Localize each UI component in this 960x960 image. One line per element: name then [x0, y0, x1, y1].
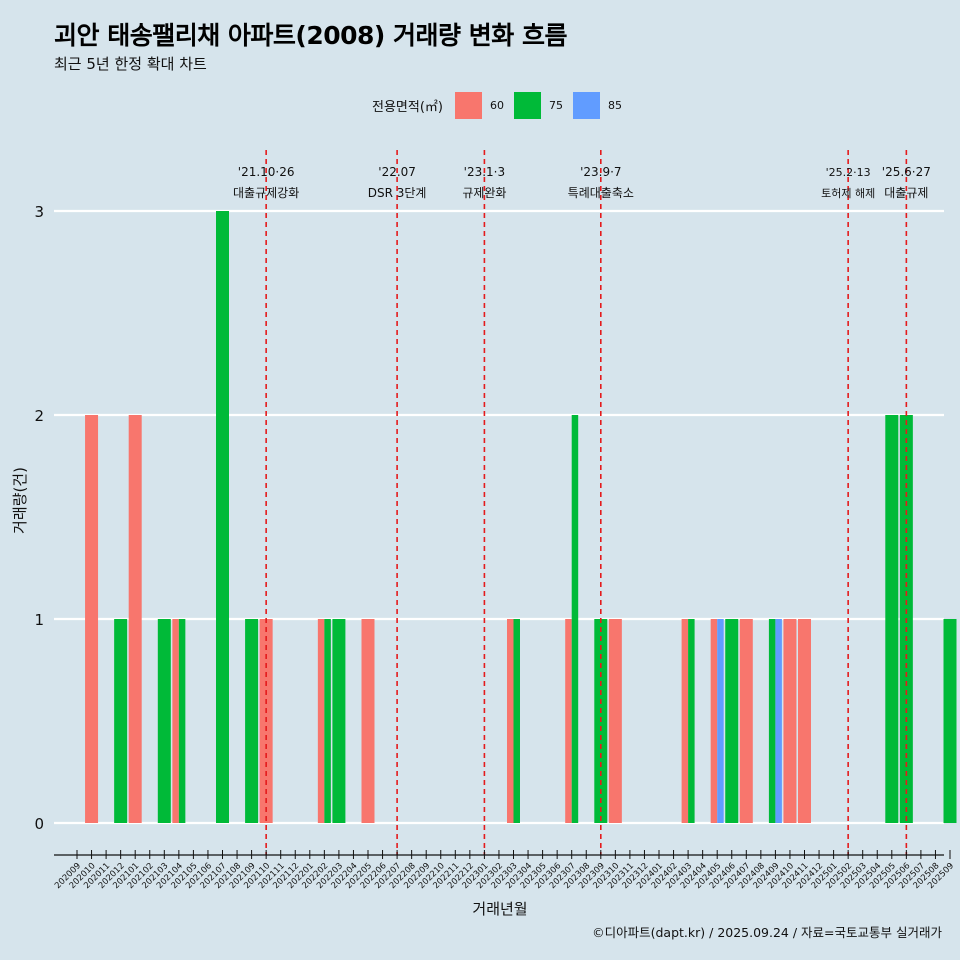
bar-202405-85	[717, 619, 724, 823]
event-label-202110: 대출규제강화	[233, 186, 299, 200]
event-label-202207: DSR 3단계	[368, 186, 427, 200]
chart-title: 괴안 태송팰리채 아파트(2008) 거래량 변화 흐름	[54, 21, 567, 50]
bar-202403-60	[681, 619, 689, 823]
bar-202405-60	[710, 619, 718, 823]
bar-202205-60	[361, 619, 375, 823]
legend-key-85	[572, 92, 600, 119]
bar-202307-75	[571, 415, 579, 823]
bar-202411-60	[798, 619, 811, 823]
bar-202202-75	[324, 619, 331, 823]
event-label-202506: 대출규제	[884, 186, 928, 200]
bar-202410-60	[783, 619, 797, 823]
y-tick-label-1: 1	[34, 611, 44, 629]
event-date-202506: '25.6·27	[882, 165, 931, 179]
legend-key-75	[513, 92, 541, 119]
bar-202107-75	[216, 211, 229, 823]
y-tick-label-2: 2	[34, 407, 44, 425]
bar-202109-75	[245, 619, 259, 823]
legend-label-75: 75	[548, 99, 563, 112]
bar-202104-75	[178, 619, 186, 823]
bar-202307-60	[565, 619, 572, 823]
x-axis-title: 거래년월	[472, 900, 528, 918]
y-tick-label-3: 3	[34, 203, 44, 221]
legend-title: 전용면적(㎡)	[372, 100, 443, 115]
bar-202505-75	[885, 415, 899, 823]
y-axis-title: 거래량(건)	[10, 467, 29, 534]
y-tick-label-0: 0	[34, 815, 44, 833]
event-label-202309: 특례대출축소	[568, 186, 634, 200]
bar-202202-60	[317, 619, 325, 823]
source-caption: ©디아파트(dapt.kr) / 2025.09.24 / 자료=국토교통부 실…	[592, 925, 942, 940]
bar-202403-75	[688, 619, 695, 823]
legend-label-85: 85	[607, 99, 622, 112]
bar-202203-75	[332, 619, 346, 823]
event-date-202301: '23.1·3	[464, 165, 505, 179]
bar-202101-60	[128, 415, 142, 823]
event-date-202207: '22.07	[378, 165, 416, 179]
bar-202406-75	[725, 619, 739, 823]
bar-202310-60	[608, 619, 622, 823]
legend-key-60	[454, 92, 482, 119]
bar-202409-85	[775, 619, 782, 823]
bar-202010-60	[85, 415, 99, 823]
bar-202407-60	[739, 619, 753, 823]
bar-202303-75	[513, 619, 520, 823]
event-label-202301: 규제완화	[462, 186, 506, 200]
event-date-202309: '23.9·7	[580, 165, 621, 179]
bar-202303-60	[507, 619, 514, 823]
bar-202104-60	[172, 619, 179, 823]
bar-202012-75	[114, 619, 128, 823]
legend-label-60: 60	[489, 99, 504, 112]
event-label-202502: 토허제 해제	[821, 186, 875, 200]
bar-202103-75	[157, 619, 171, 823]
legend: 전용면적(㎡) 60 75 85	[372, 92, 628, 119]
chart-subtitle: 최근 5년 한정 확대 차트	[54, 55, 207, 73]
bar-202509-75	[943, 619, 957, 823]
event-date-202502: '25.2·13	[826, 166, 871, 179]
bar-202409-75	[768, 619, 776, 823]
event-date-202110: '21.10·26	[238, 165, 295, 179]
